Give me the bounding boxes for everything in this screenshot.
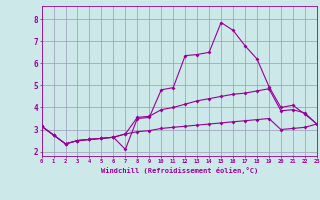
X-axis label: Windchill (Refroidissement éolien,°C): Windchill (Refroidissement éolien,°C)	[100, 167, 258, 174]
